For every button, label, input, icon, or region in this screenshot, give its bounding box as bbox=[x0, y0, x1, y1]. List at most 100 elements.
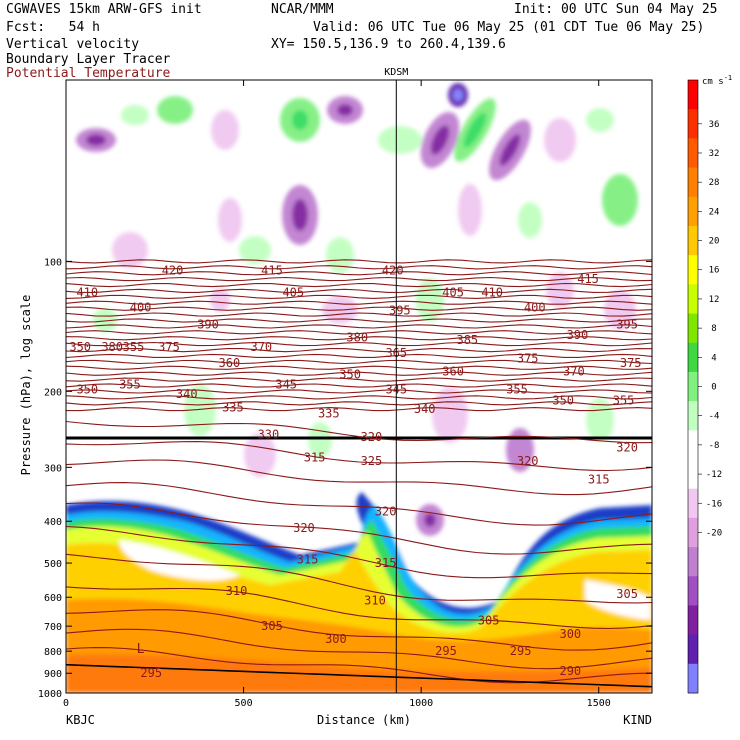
colorbar-swatch bbox=[688, 605, 698, 636]
colorbar-swatch bbox=[688, 663, 698, 694]
theta-label: 355 bbox=[613, 393, 635, 407]
theta-label: 375 bbox=[620, 356, 642, 370]
theta-label: 315 bbox=[297, 552, 319, 566]
theta-label: 325 bbox=[361, 454, 383, 468]
theta-contour bbox=[66, 389, 652, 394]
x-axis-title: Distance (km) bbox=[317, 713, 411, 727]
colorbar-swatch bbox=[688, 547, 698, 577]
colorbar-tick-label: -12 bbox=[706, 470, 722, 480]
colorbar-tick-label: 0 bbox=[711, 383, 716, 393]
theta-label: 315 bbox=[375, 556, 397, 570]
colorbar-tick-label: 20 bbox=[709, 237, 720, 247]
theta-contour bbox=[66, 324, 652, 329]
theta-contour bbox=[66, 553, 652, 604]
theta-label: 405 bbox=[442, 285, 464, 299]
theta-label: 320 bbox=[517, 454, 539, 468]
colorbar-swatch bbox=[688, 109, 698, 139]
theta-label: 315 bbox=[304, 451, 326, 465]
theta-label: 320 bbox=[375, 505, 397, 519]
y-axis-title: Pressure (hPa), log scale bbox=[19, 295, 33, 476]
colorbar-swatch bbox=[688, 167, 698, 198]
colorbar-tick-label: -4 bbox=[709, 412, 720, 422]
theta-label: 380 bbox=[101, 340, 123, 354]
theta-contour bbox=[66, 288, 652, 293]
x-tick-label: 500 bbox=[235, 698, 253, 709]
theta-label: 395 bbox=[616, 317, 638, 331]
theta-label: 310 bbox=[226, 584, 248, 598]
header-model: CGWAVES 15km ARW-GFS init bbox=[6, 2, 202, 17]
colorbar-swatch bbox=[688, 225, 698, 256]
theta-label: 310 bbox=[364, 593, 386, 607]
theta-contour bbox=[66, 647, 652, 684]
theta-label: 390 bbox=[197, 317, 219, 331]
theta-label: 295 bbox=[510, 644, 532, 658]
header-init: Init: 00 UTC Sun 04 May 25 bbox=[514, 2, 718, 17]
colorbar-swatch bbox=[688, 634, 698, 665]
theta-contour bbox=[66, 365, 652, 370]
theta-label: 340 bbox=[414, 402, 436, 416]
colorbar-swatch bbox=[688, 313, 698, 344]
theta-label: 385 bbox=[456, 333, 478, 347]
theta-label: 410 bbox=[76, 285, 98, 299]
colorbar-tick-label: 24 bbox=[709, 207, 720, 217]
theta-contour bbox=[66, 318, 652, 323]
theta-label: 345 bbox=[275, 378, 297, 392]
colorbar-swatch bbox=[688, 430, 698, 460]
surface-line bbox=[66, 663, 652, 688]
x-tick-label: 1500 bbox=[587, 698, 611, 709]
y-tick-label: 1000 bbox=[38, 689, 62, 700]
theta-label: 375 bbox=[517, 352, 539, 366]
theta-label: 320 bbox=[616, 441, 638, 455]
colorbar-tick-label: -8 bbox=[709, 441, 720, 451]
header-fcst: Fcst: 54 h bbox=[6, 20, 100, 35]
y-tick-label: 400 bbox=[44, 517, 62, 528]
theta-label: 305 bbox=[261, 619, 283, 633]
theta-label: 390 bbox=[567, 328, 589, 342]
theta-label: 375 bbox=[158, 340, 180, 354]
theta-contour bbox=[66, 377, 652, 382]
header-xy: XY= 150.5,136.9 to 260.4,139.6 bbox=[271, 37, 506, 52]
theta-label: 355 bbox=[119, 378, 141, 392]
theta-label: 350 bbox=[339, 368, 361, 382]
theta-contour bbox=[66, 482, 652, 526]
colorbar-swatch bbox=[688, 488, 698, 519]
theta-label: 360 bbox=[442, 365, 464, 379]
kdsm-label: KDSM bbox=[384, 67, 408, 78]
theta-contour bbox=[66, 459, 652, 496]
theta-label: 315 bbox=[588, 472, 610, 486]
theta-contour bbox=[66, 276, 652, 282]
legend-boundary-layer-tracer: Boundary Layer Tracer bbox=[6, 52, 171, 67]
theta-label: 350 bbox=[76, 382, 98, 396]
theta-contour bbox=[66, 420, 652, 444]
theta-label: 295 bbox=[435, 644, 457, 658]
colorbar-swatch bbox=[688, 138, 698, 169]
colorbar-swatch bbox=[688, 196, 698, 227]
y-tick-label: 200 bbox=[44, 387, 62, 398]
theta-contour bbox=[66, 586, 652, 630]
theta-label: 370 bbox=[250, 340, 272, 354]
theta-contour bbox=[66, 306, 652, 311]
theta-contour-lines bbox=[66, 259, 652, 688]
theta-contour bbox=[66, 265, 652, 270]
theta-label: 300 bbox=[559, 627, 581, 641]
plot-frame bbox=[65, 79, 653, 694]
y-tick-label: 500 bbox=[44, 559, 62, 570]
colorbar-swatch bbox=[688, 517, 698, 548]
colorbar-tick-label: 32 bbox=[709, 149, 720, 159]
theta-label: 295 bbox=[140, 666, 162, 680]
colorbar-swatch bbox=[688, 401, 698, 431]
theta-contour bbox=[66, 259, 652, 264]
colorbar-tick-label: 4 bbox=[711, 353, 716, 363]
theta-contour bbox=[66, 359, 652, 365]
colorbar-tick-label: 8 bbox=[711, 324, 716, 334]
theta-contour bbox=[66, 341, 652, 347]
colorbar-swatch bbox=[688, 80, 698, 110]
theta-label: 400 bbox=[524, 301, 546, 315]
theta-contour bbox=[66, 336, 652, 341]
theta-label: 350 bbox=[69, 340, 91, 354]
theta-contour bbox=[66, 441, 652, 472]
y-tick-label: 700 bbox=[44, 622, 62, 633]
theta-labels-group: 420 415 420 410 400 390 405 380 395 405 410 400 415 3… bbox=[69, 264, 642, 681]
theta-contour bbox=[66, 282, 652, 288]
